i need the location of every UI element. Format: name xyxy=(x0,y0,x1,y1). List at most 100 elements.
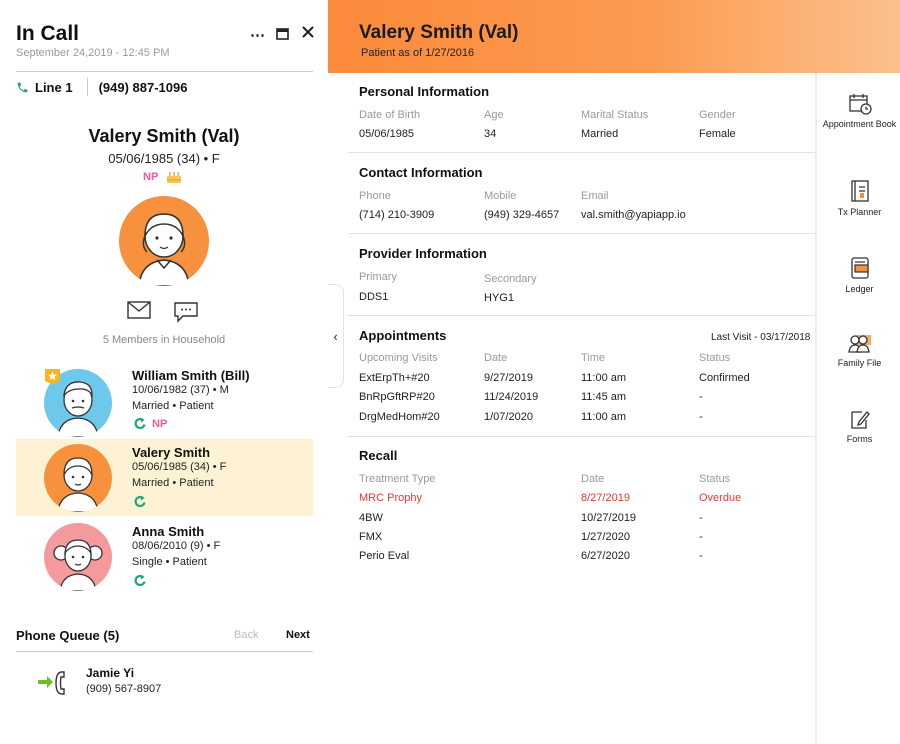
section-title-contact: Contact Information xyxy=(359,165,483,180)
male-avatar-icon xyxy=(57,381,99,437)
rail-label: Ledger xyxy=(845,284,874,294)
rail-label: Forms xyxy=(846,434,873,444)
email-icon[interactable] xyxy=(127,301,151,319)
call-datetime: September 24,2019 - 12:45 PM xyxy=(16,47,170,59)
appt-status: - xyxy=(699,411,703,423)
appt-procedure[interactable]: ExtErpTh+#20 xyxy=(359,372,430,384)
queue-caller-phone: (909) 567-8907 xyxy=(86,683,162,695)
member-dob: 05/06/1985 (34) • F xyxy=(132,461,227,473)
form-pencil-icon xyxy=(850,411,870,429)
rail-ledger[interactable]: Ledger xyxy=(817,256,900,295)
appt-status: Confirmed xyxy=(699,372,750,384)
maximize-icon xyxy=(276,28,289,40)
appt-status: - xyxy=(699,391,703,403)
recall-status: - xyxy=(699,512,703,524)
header-recall-date: Date xyxy=(581,473,605,485)
queue-back-button[interactable]: Back xyxy=(234,629,259,641)
recall-date: 8/27/2019 xyxy=(581,492,630,504)
section-title-recall: Recall xyxy=(359,448,398,463)
recall-status: - xyxy=(699,531,703,543)
recall-status: - xyxy=(699,550,703,562)
label-mobile: Mobile xyxy=(484,190,517,202)
refresh-icon xyxy=(134,495,146,508)
line-info: Line 1 (949) 887-1096 xyxy=(16,78,187,96)
calendar-clock-icon xyxy=(848,94,872,115)
patient-detail-panel: Valery Smith (Val) Patient as of 1/27/20… xyxy=(328,0,900,744)
header-status: Status xyxy=(699,352,731,364)
female-avatar-icon xyxy=(138,213,190,286)
close-icon xyxy=(302,26,314,38)
appt-procedure[interactable]: DrgMedHom#20 xyxy=(359,411,440,423)
rail-family-file[interactable]: Family File xyxy=(817,332,900,369)
divider xyxy=(16,71,313,72)
label-marital: Marital Status xyxy=(581,109,649,121)
rail-label: Family File xyxy=(837,358,882,368)
queue-next-button[interactable]: Next xyxy=(286,629,310,641)
recall-status: Overdue xyxy=(699,492,742,504)
section-title-provider: Provider Information xyxy=(359,246,487,261)
label-dob: Date of Birth xyxy=(359,109,421,121)
household-member[interactable]: Anna Smith 08/06/2010 (9) • F Single • P… xyxy=(16,518,313,595)
rail-appointment-book[interactable]: Appointment Book xyxy=(817,93,900,130)
chevron-left-icon: ‹ xyxy=(333,328,338,344)
header-recall-status: Status xyxy=(699,473,731,485)
section-title-personal: Personal Information xyxy=(359,84,490,99)
member-avatar xyxy=(44,523,112,591)
star-icon xyxy=(45,369,60,385)
household-member-active[interactable]: Valery Smith 05/06/1985 (34) • F Married… xyxy=(16,439,313,516)
member-name: Valery Smith xyxy=(132,445,211,460)
value-marital: Married xyxy=(581,128,619,140)
collapse-panel-button[interactable]: ‹ xyxy=(328,284,344,388)
close-button[interactable] xyxy=(302,25,314,42)
patient-dob: 05/06/1985 (34) • F xyxy=(108,151,220,166)
line-separator xyxy=(86,78,88,96)
recall-treatment: 4BW xyxy=(359,512,383,524)
label-primary: Primary xyxy=(359,271,397,283)
label-age: Age xyxy=(484,109,504,121)
member-icons: NP xyxy=(134,417,167,430)
value-email: val.smith@yapiapp.io xyxy=(581,209,686,221)
more-options-button[interactable]: ⋯ xyxy=(250,27,265,44)
rail-forms[interactable]: Forms xyxy=(817,408,900,445)
recall-treatment: Perio Eval xyxy=(359,550,410,562)
header-patient-name: Valery Smith (Val) xyxy=(359,22,519,43)
new-patient-badge: NP xyxy=(152,417,168,430)
member-status: Married • Patient xyxy=(132,477,214,489)
household-member[interactable]: William Smith (Bill) 10/06/1982 (37) • M… xyxy=(16,362,313,439)
maximize-button[interactable] xyxy=(276,27,289,44)
ledger-icon xyxy=(850,257,869,279)
appt-procedure[interactable]: BnRpGftRP#20 xyxy=(359,391,435,403)
header-patient-since: Patient as of 1/27/2016 xyxy=(361,47,475,59)
contact-actions xyxy=(127,301,199,323)
label-secondary: Secondary xyxy=(484,273,537,285)
member-name: William Smith (Bill) xyxy=(132,368,250,383)
section-title-appointments: Appointments xyxy=(359,328,447,343)
divider xyxy=(16,651,313,652)
recall-date: 6/27/2020 xyxy=(581,550,630,562)
recall-treatment: FMX xyxy=(359,531,383,543)
label-gender: Gender xyxy=(699,109,736,121)
section-divider xyxy=(348,436,815,437)
label-phone: Phone xyxy=(359,190,391,202)
call-panel: In Call September 24,2019 - 12:45 PM ⋯ L… xyxy=(0,0,328,744)
rail-tx-planner[interactable]: Tx Planner xyxy=(817,179,900,218)
label-email: Email xyxy=(581,190,609,202)
appt-time: 11:00 am xyxy=(581,372,627,384)
incoming-call-icon[interactable] xyxy=(37,669,71,697)
last-visit: Last Visit - 03/17/2018 xyxy=(711,332,811,343)
refresh-icon xyxy=(134,574,146,587)
chat-bubble-icon[interactable] xyxy=(173,301,199,323)
phone-icon xyxy=(17,82,28,92)
birthday-cake-icon xyxy=(167,172,182,183)
patient-avatar xyxy=(119,196,209,286)
header-upcoming: Upcoming Visits xyxy=(359,352,438,364)
rail-label: Appointment Book xyxy=(822,119,897,129)
phone-queue-title: Phone Queue (5) xyxy=(16,628,120,643)
appt-date: 11/24/2019 xyxy=(484,391,539,403)
refresh-icon xyxy=(134,417,146,430)
appt-date: 1/07/2020 xyxy=(484,411,533,423)
section-divider xyxy=(348,315,815,316)
member-avatar xyxy=(44,444,112,512)
member-dob: 08/06/2010 (9) • F xyxy=(132,540,221,552)
